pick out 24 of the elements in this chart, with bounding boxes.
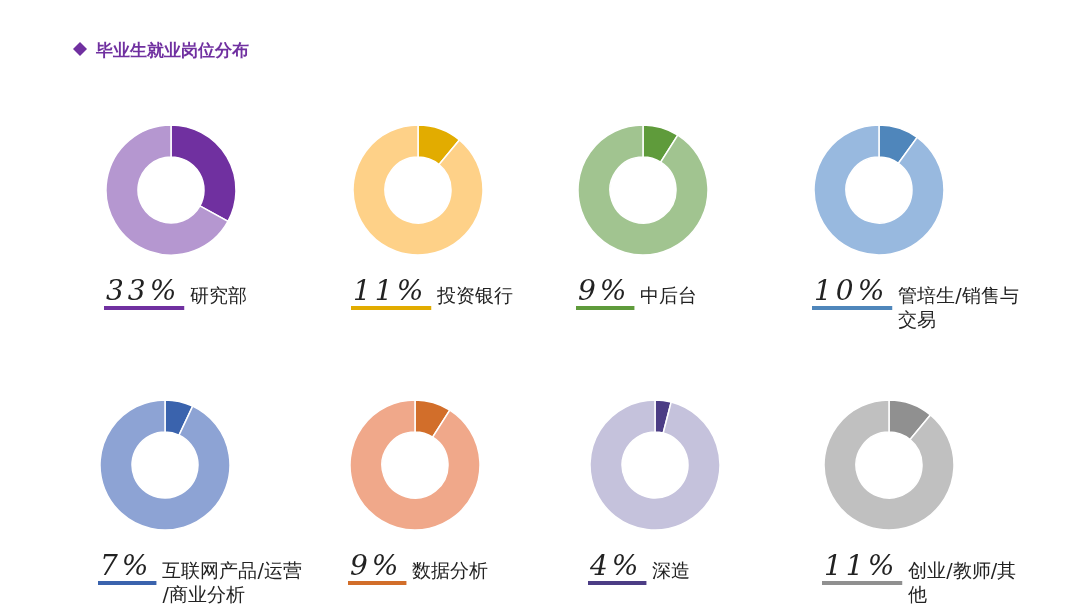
data-label: 9% xyxy=(578,274,631,307)
legend-label: 创业/教师/其他 xyxy=(908,559,1017,605)
donut-slice xyxy=(823,399,955,531)
donut-slice xyxy=(589,399,721,531)
data-label: 7% xyxy=(100,549,153,582)
donut-slice xyxy=(577,124,709,256)
data-label: 4% xyxy=(589,549,643,582)
legend-label: 管培生/销售与交易 xyxy=(898,284,1019,330)
data-label: 33% xyxy=(106,274,181,307)
donut-slice xyxy=(99,399,231,531)
legend-label: 互联网产品/运营/商业分析 xyxy=(162,559,302,605)
legend-label: 中后台 xyxy=(640,284,698,306)
legend-label: 深造 xyxy=(652,559,691,581)
donut-slice xyxy=(813,124,945,256)
donut-slice xyxy=(352,124,484,256)
legend-label: 数据分析 xyxy=(412,559,489,581)
data-label: 11% xyxy=(824,549,899,582)
chart-title: 毕业生就业岗位分布 xyxy=(95,40,249,60)
data-label: 10% xyxy=(814,274,889,307)
data-label: 9% xyxy=(350,549,403,582)
legend-label: 研究部 xyxy=(190,284,248,306)
legend-label: 投资银行 xyxy=(436,284,514,306)
data-label: 11% xyxy=(353,274,428,307)
donut-slice xyxy=(349,399,481,531)
